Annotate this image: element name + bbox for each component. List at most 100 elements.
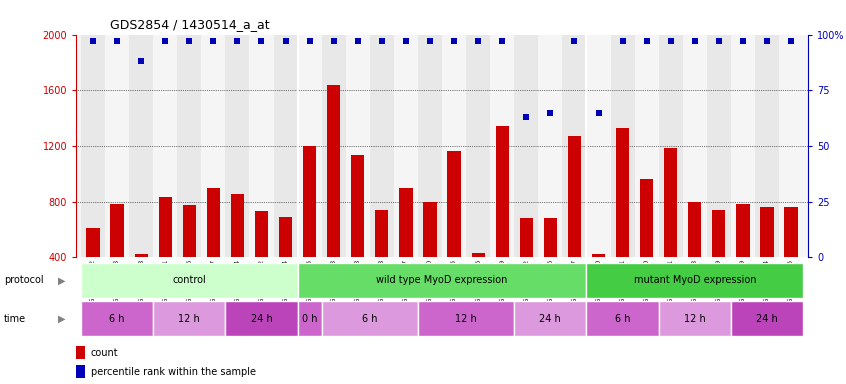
- Bar: [178, 35, 201, 257]
- Bar: [135, 255, 148, 257]
- Point: [206, 38, 220, 44]
- Text: 24 h: 24 h: [540, 314, 561, 324]
- Point: [135, 58, 148, 65]
- Bar: [563, 35, 586, 257]
- Bar: [706, 35, 731, 257]
- Bar: [111, 204, 124, 257]
- Bar: [206, 188, 220, 257]
- Bar: [466, 35, 490, 257]
- Bar: [779, 35, 803, 257]
- Text: 12 h: 12 h: [455, 314, 477, 324]
- Point: [423, 38, 437, 44]
- Bar: [423, 202, 437, 257]
- Bar: [250, 35, 273, 257]
- Point: [616, 38, 629, 44]
- Bar: [327, 84, 340, 257]
- Bar: [158, 197, 172, 257]
- Point: [327, 38, 340, 44]
- Point: [664, 38, 678, 44]
- Text: count: count: [91, 348, 118, 358]
- Text: mutant MyoD expression: mutant MyoD expression: [634, 275, 756, 285]
- Bar: [659, 301, 731, 336]
- Bar: [664, 148, 678, 257]
- Bar: [321, 301, 418, 336]
- Point: [496, 38, 509, 44]
- Bar: [592, 255, 605, 257]
- Point: [375, 38, 388, 44]
- Text: 12 h: 12 h: [179, 314, 201, 324]
- Bar: [346, 35, 370, 257]
- Text: 0 h: 0 h: [302, 314, 317, 324]
- Bar: [76, 365, 85, 378]
- Bar: [201, 35, 225, 257]
- Bar: [351, 155, 365, 257]
- Point: [712, 38, 726, 44]
- Bar: [298, 301, 321, 336]
- Bar: [418, 35, 442, 257]
- Text: control: control: [173, 275, 206, 285]
- Point: [399, 38, 413, 44]
- Point: [86, 38, 100, 44]
- Bar: [129, 35, 153, 257]
- Point: [591, 109, 605, 116]
- Point: [351, 38, 365, 44]
- Text: 12 h: 12 h: [684, 314, 706, 324]
- Point: [761, 38, 774, 44]
- Bar: [471, 253, 485, 257]
- Text: percentile rank within the sample: percentile rank within the sample: [91, 367, 255, 377]
- Bar: [519, 218, 533, 257]
- Point: [736, 38, 750, 44]
- Point: [471, 38, 485, 44]
- Bar: [544, 218, 557, 257]
- Bar: [442, 35, 466, 257]
- Point: [279, 38, 293, 44]
- Text: GDS2854 / 1430514_a_at: GDS2854 / 1430514_a_at: [110, 18, 270, 31]
- Bar: [105, 35, 129, 257]
- Bar: [659, 35, 683, 257]
- Point: [568, 38, 581, 44]
- Text: protocol: protocol: [4, 275, 44, 285]
- Bar: [255, 211, 268, 257]
- Bar: [273, 35, 298, 257]
- Text: ▶: ▶: [58, 275, 65, 285]
- Bar: [490, 35, 514, 257]
- Bar: [448, 152, 461, 257]
- Bar: [153, 301, 225, 336]
- Bar: [81, 263, 298, 298]
- Bar: [634, 35, 659, 257]
- Bar: [225, 35, 250, 257]
- Point: [158, 38, 172, 44]
- Bar: [321, 35, 346, 257]
- Bar: [370, 35, 394, 257]
- Bar: [688, 202, 701, 257]
- Bar: [153, 35, 178, 257]
- Point: [231, 38, 244, 44]
- Bar: [712, 210, 726, 257]
- Text: ▶: ▶: [58, 314, 65, 324]
- Bar: [279, 217, 292, 257]
- Bar: [731, 35, 755, 257]
- Bar: [298, 263, 586, 298]
- Bar: [683, 35, 706, 257]
- Bar: [761, 207, 773, 257]
- Bar: [418, 301, 514, 336]
- Point: [110, 38, 124, 44]
- Text: 24 h: 24 h: [756, 314, 777, 324]
- Point: [688, 38, 701, 44]
- Bar: [586, 263, 803, 298]
- Bar: [183, 205, 196, 257]
- Bar: [376, 210, 388, 257]
- Bar: [86, 228, 100, 257]
- Bar: [736, 204, 750, 257]
- Bar: [303, 146, 316, 257]
- Text: 6 h: 6 h: [362, 314, 377, 324]
- Bar: [640, 179, 653, 257]
- Text: wild type MyoD expression: wild type MyoD expression: [376, 275, 508, 285]
- Bar: [496, 126, 508, 257]
- Bar: [586, 35, 611, 257]
- Point: [448, 38, 461, 44]
- Bar: [394, 35, 418, 257]
- Bar: [514, 35, 538, 257]
- Point: [183, 38, 196, 44]
- Point: [519, 114, 533, 120]
